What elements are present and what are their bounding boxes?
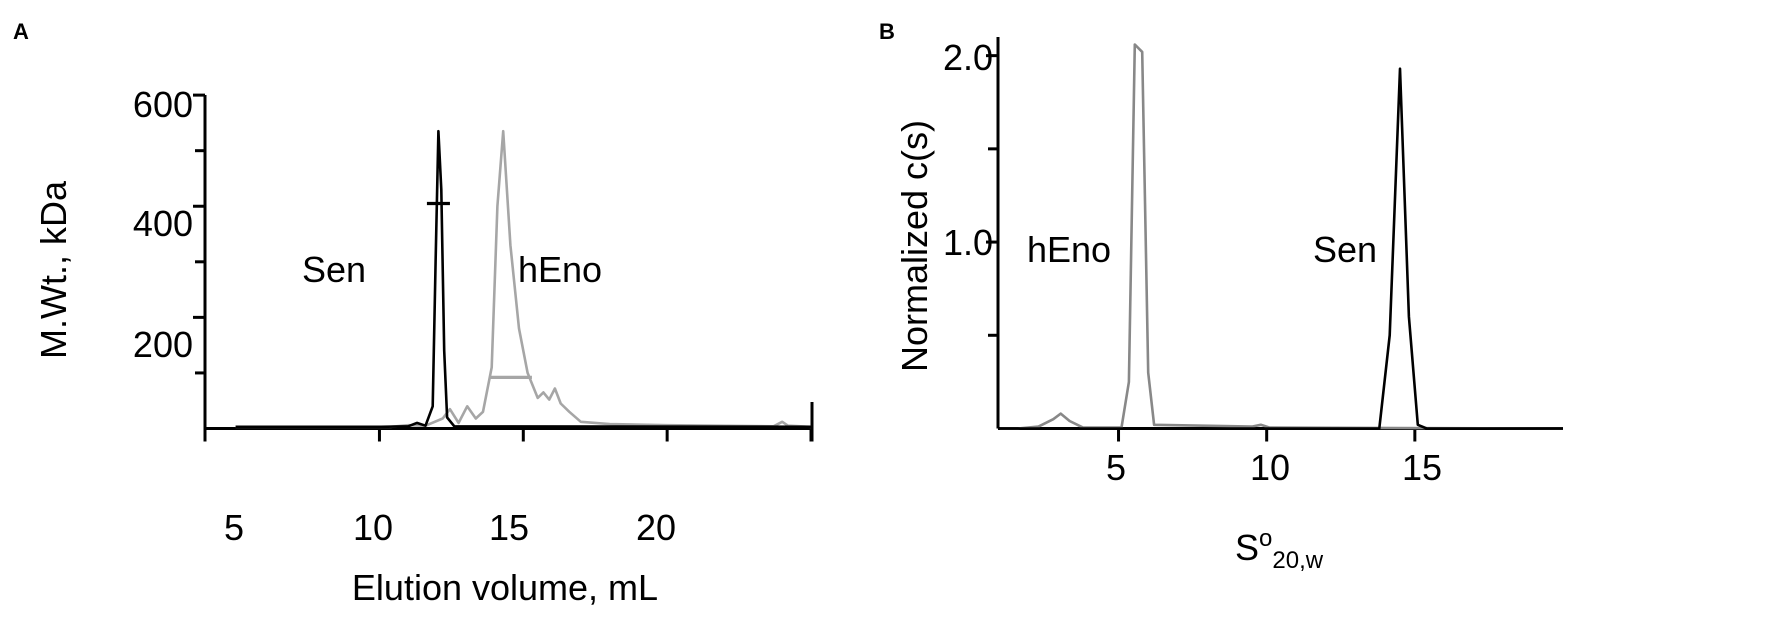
panel-b-xtick-label: 5	[1106, 447, 1126, 488]
panel-a: A 5 10 15 20 600 400 200 Elution volume,…	[13, 19, 814, 608]
panel-a-ytick-label: 200	[133, 324, 193, 365]
x-title-subscript: 20,w	[1272, 547, 1323, 574]
x-title-superscript: o	[1259, 525, 1272, 552]
annotation-sen: Sen	[1313, 229, 1377, 270]
panel-a-xtick-label: 5	[224, 507, 244, 548]
panel-b-xtick-label: 15	[1402, 447, 1442, 488]
series-line	[1000, 43, 1564, 430]
panel-a-xtick-label: 10	[353, 507, 393, 548]
panel-b-series	[1000, 43, 1564, 430]
panel-a-xtick-label: 20	[636, 507, 676, 548]
panel-b-y-axis-title: Normalized c(s)	[894, 120, 935, 372]
annotation-heno: hEno	[518, 249, 602, 290]
panel-a-axes	[193, 93, 814, 442]
panel-a-xtick-label: 15	[489, 507, 529, 548]
annotation-heno: hEno	[1027, 229, 1111, 270]
panel-a-series	[235, 129, 812, 429]
panel-a-x-axis-title: Elution volume, mL	[352, 567, 658, 608]
panel-b-ytick-label: 1.0	[943, 222, 993, 263]
series-line	[1000, 67, 1563, 430]
panel-b-label: B	[879, 19, 895, 44]
panel-a-ytick-label: 600	[133, 84, 193, 125]
x-title-main: S	[1235, 527, 1259, 568]
panel-b-x-axis-title: So20,w	[1235, 525, 1324, 574]
panel-b-xtick-label: 10	[1250, 447, 1290, 488]
annotation-sen: Sen	[302, 249, 366, 290]
panel-b: B 5 10 15 2.0 1.0 So20,w Normalized c(s)…	[879, 19, 1564, 574]
series-line	[235, 129, 812, 429]
panel-a-label: A	[13, 19, 29, 44]
panel-b-ytick-label: 2.0	[943, 37, 993, 78]
panel-a-y-axis-title: M.Wt., kDa	[33, 180, 74, 359]
panel-a-ytick-label: 400	[133, 203, 193, 244]
